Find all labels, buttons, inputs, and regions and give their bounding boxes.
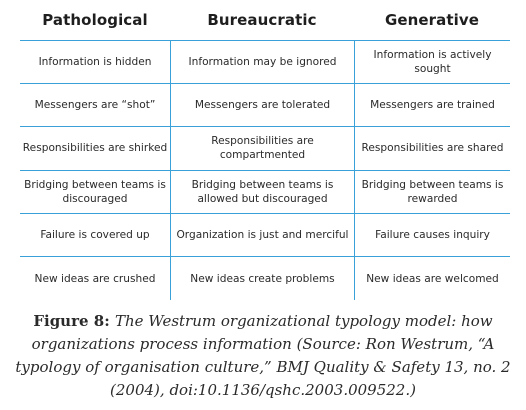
table-cell: Information is actively sought: [354, 41, 510, 84]
table-cell: Responsibilities are shared: [354, 127, 510, 170]
table-cell: Responsibilities are shirked: [22, 142, 168, 155]
table-row: Failure is covered up Organization is ju…: [20, 213, 510, 257]
table-cell: Organization is just and merciful: [170, 213, 354, 256]
header-pathological: Pathological: [42, 11, 148, 29]
table-body: Information is hidden Information may be…: [20, 40, 510, 301]
table-row: Messengers are “shot” Messengers are tol…: [20, 84, 510, 128]
figure-caption-text: The Westrum organizational typology mode…: [15, 312, 511, 399]
table-row: Bridging between teams is discouraged Br…: [20, 170, 510, 214]
table-cell: Bridging between teams is discouraged: [24, 178, 166, 205]
table-cell: Messengers are trained: [354, 84, 510, 127]
table-cell: Bridging between teams is allowed but di…: [170, 170, 354, 213]
table-cell: New ideas are crushed: [34, 272, 156, 285]
table-cell: Messengers are tolerated: [170, 84, 354, 127]
table-row: Information is hidden Information may be…: [20, 41, 510, 85]
table-cell: Information may be ignored: [170, 41, 354, 84]
table-header-row: Pathological Bureaucratic Generative: [20, 0, 510, 40]
table-cell: New ideas are welcomed: [354, 256, 510, 301]
table-cell: Failure causes inquiry: [354, 213, 510, 256]
typology-table: Pathological Bureaucratic Generative Inf…: [20, 0, 510, 301]
table-cell: Messengers are “shot”: [34, 99, 156, 112]
table-cell: Information is hidden: [38, 56, 152, 69]
table-row: New ideas are crushed New ideas create p…: [20, 256, 510, 301]
figure-label: Figure 8:: [33, 312, 115, 330]
table-cell: Bridging between teams is rewarded: [354, 170, 510, 213]
table-row: Responsibilities are shirked Responsibil…: [20, 127, 510, 171]
table-cell: Responsibilities are compartmented: [170, 127, 354, 170]
header-bureaucratic: Bureaucratic: [207, 11, 317, 29]
figure-caption: Figure 8: The Westrum organizational typ…: [4, 310, 522, 402]
table-cell: New ideas create problems: [170, 256, 354, 301]
table-cell: Failure is covered up: [40, 228, 150, 241]
header-generative: Generative: [384, 11, 480, 29]
